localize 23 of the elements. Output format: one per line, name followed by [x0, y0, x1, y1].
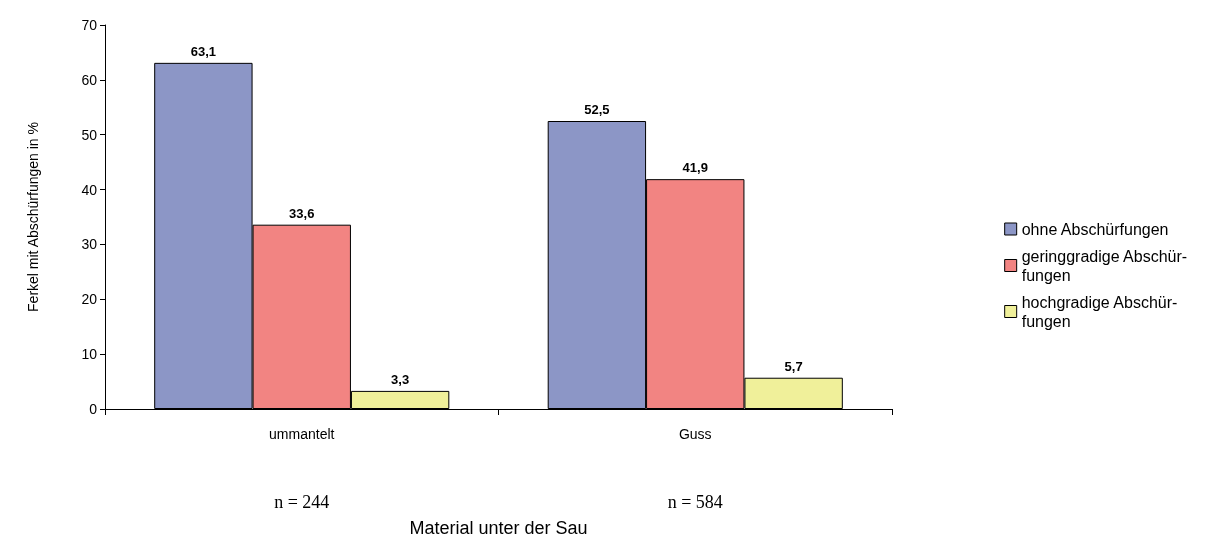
data-label: 33,6: [289, 205, 315, 221]
text: n = 244: [274, 492, 330, 512]
x-tick-label: Guss: [678, 426, 712, 442]
data-label: 41,9: [682, 160, 708, 176]
data-label: 3,3: [391, 371, 410, 387]
x-tick-label: ummantelt: [269, 426, 335, 442]
y-tick-label: 0: [89, 401, 98, 417]
y-tick-label: 10: [81, 346, 98, 363]
y-tick-label: 50: [81, 126, 98, 143]
y-tick-label: 20: [81, 291, 98, 308]
data-label: 52,5: [584, 102, 610, 117]
legend-label: ohne Abschürfungen: [1021, 220, 1169, 238]
y-tick-label: 60: [81, 71, 98, 88]
y-tick-label: 30: [81, 236, 98, 253]
y-axis-title: Ferkel mit Abschürfungen in %: [25, 122, 41, 312]
legend-label: hochgradige Abschür- fungen: [1021, 293, 1178, 330]
x-axis-title: Material unter der Sau: [409, 518, 588, 538]
data-label: 63,1: [190, 43, 217, 59]
y-tick-label: 70: [81, 17, 98, 33]
legend-label: geringgradige Abschür- fungen: [1021, 247, 1188, 284]
data-label: 5,7: [784, 358, 803, 374]
y-tick-label: 40: [81, 181, 98, 198]
text: n = 584: [667, 492, 723, 512]
